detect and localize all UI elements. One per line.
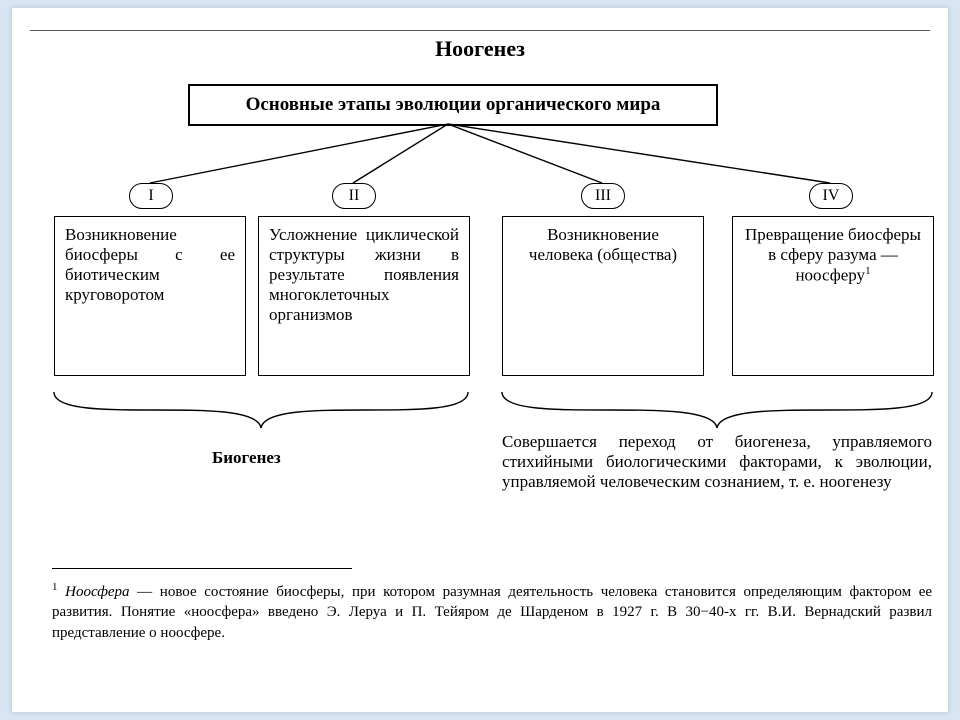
stage-box-2: Усложнение циклической структуры жизни в… (258, 216, 470, 376)
stage-box-1: Возникновение биосферы с ее биотическим … (54, 216, 246, 376)
sheet: Ноогенез Основные этапы эволюции органич… (12, 8, 948, 712)
footnote-term: Ноосфера (65, 584, 129, 600)
stage-roman-1: I (129, 183, 173, 209)
stage-box-4: Превращение биосферы в сферу разума — но… (732, 216, 934, 376)
stage-roman-3: III (581, 183, 625, 209)
noogenez-description: Совершается переход от биогенеза, управл… (502, 432, 932, 492)
footnote-sup: 1 (52, 581, 58, 593)
header-box-text: Основные этапы эволюции органического ми… (246, 94, 661, 115)
header-box: Основные этапы эволюции органического ми… (188, 84, 718, 126)
diagram-title: Ноогенез (12, 36, 948, 62)
footnote-separator (52, 568, 352, 569)
stage-box-3: Возникновение человека (общества) (502, 216, 704, 376)
footnote: 1 Ноосфера — новое состояние биосферы, п… (52, 580, 932, 643)
stage-roman-4: IV (809, 183, 853, 209)
biogenez-label: Биогенез (212, 448, 281, 468)
stage-roman-2: II (332, 183, 376, 209)
footnote-text: — новое состояние биосферы, при котором … (52, 584, 932, 641)
